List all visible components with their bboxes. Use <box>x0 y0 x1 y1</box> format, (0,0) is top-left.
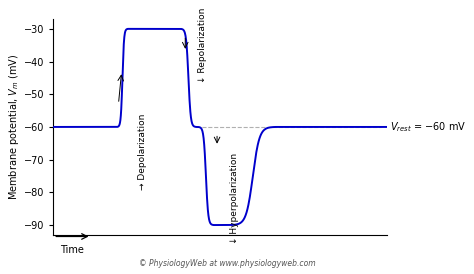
Text: ↓ Repolarization: ↓ Repolarization <box>198 7 207 83</box>
Text: ↓ Hyperpolarization: ↓ Hyperpolarization <box>230 153 239 244</box>
Text: → Depolarization: → Depolarization <box>138 114 147 190</box>
Text: $V_{rest}$ = −60 mV: $V_{rest}$ = −60 mV <box>391 120 467 134</box>
Text: Time: Time <box>60 245 84 255</box>
Text: © PhysiologyWeb at www.physiologyweb.com: © PhysiologyWeb at www.physiologyweb.com <box>138 259 315 268</box>
Y-axis label: Membrane potential, $V_m$ (mV): Membrane potential, $V_m$ (mV) <box>7 54 21 200</box>
